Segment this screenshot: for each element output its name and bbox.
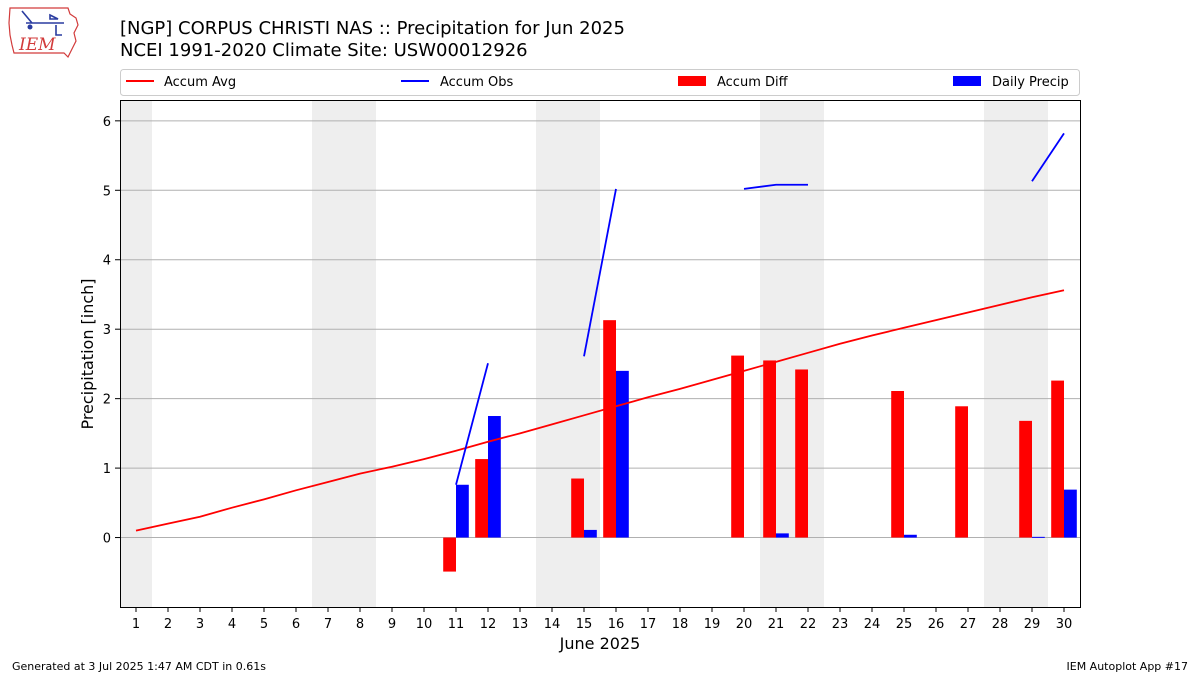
x-tick-label-22: 22: [800, 617, 817, 632]
x-tick-label-18: 18: [672, 617, 689, 632]
legend-item-accum-avg: Accum Avg: [126, 75, 236, 90]
accum-diff-bar-day-30: [1051, 380, 1064, 538]
x-tick-label-6: 6: [292, 617, 300, 632]
accum-diff-bar-day-27: [955, 406, 968, 538]
x-tick-label-1: 1: [132, 617, 140, 632]
accum-diff-bar-day-29: [1019, 420, 1032, 538]
line-marks: [135, 132, 1065, 532]
legend-swatch-accum-diff: [678, 76, 706, 86]
weekend-band-day-8: [344, 100, 376, 607]
accum-diff-bar-day-16: [603, 320, 616, 538]
x-tick-label-12: 12: [480, 617, 497, 632]
x-tick-label-2: 2: [164, 617, 172, 632]
accum-obs-line-segment-4: [1031, 132, 1065, 182]
legend-item-daily-precip: Daily Precip: [953, 75, 1069, 90]
x-tick-label-14: 14: [544, 617, 561, 632]
iowa-outline-shape: [8, 7, 79, 59]
legend-item-accum-diff: Accum Diff: [678, 75, 789, 90]
daily-precip-bar-day-12: [488, 416, 501, 538]
daily-precip-bar-day-21: [776, 533, 789, 538]
accum-diff-bar-day-25: [891, 391, 904, 538]
x-axis-label: June 2025: [559, 634, 641, 653]
x-tick-label-7: 7: [324, 617, 332, 632]
accum-diff-bar-day-20: [731, 355, 744, 538]
legend-swatch-daily-precip: [953, 76, 981, 86]
x-tick-label-10: 10: [416, 617, 433, 632]
x-tick-label-4: 4: [228, 617, 236, 632]
legend-label-accum-avg: Accum Avg: [164, 75, 236, 90]
generated-timestamp: Generated at 3 Jul 2025 1:47 AM CDT in 0…: [12, 660, 266, 673]
rain-gauge-icon: [27, 24, 33, 30]
accum-diff-bar-day-22: [795, 369, 808, 538]
y-tick-label-1: 1: [103, 462, 111, 477]
x-tick-label-9: 9: [388, 617, 396, 632]
y-tick-label-6: 6: [103, 115, 111, 130]
accum-diff-bar-day-11: [443, 537, 456, 572]
grid-lines: [120, 120, 1080, 469]
x-tick-label-13: 13: [512, 617, 529, 632]
y-tick-label-3: 3: [103, 323, 111, 338]
plot-frame: [120, 100, 1081, 608]
x-tick-label-23: 23: [832, 617, 849, 632]
iem-logo-text: IEM: [18, 35, 56, 55]
x-tick-label-11: 11: [448, 617, 465, 632]
x-tick-label-16: 16: [608, 617, 625, 632]
x-tick-label-19: 19: [704, 617, 721, 632]
accum-obs-line-segment-1: [455, 362, 489, 485]
weekend-band-day-1: [120, 100, 152, 607]
x-tick-label-3: 3: [196, 617, 204, 632]
chart-subtitle: NCEI 1991-2020 Climate Site: USW00012926: [120, 40, 528, 61]
legend-label-daily-precip: Daily Precip: [992, 75, 1069, 90]
y-axis: 0 1 2 3 4 5 6: [103, 115, 120, 547]
daily-precip-bar-day-29: [1032, 536, 1045, 538]
x-tick-label-28: 28: [992, 617, 1009, 632]
y-tick-label-5: 5: [103, 184, 111, 199]
x-tick-label-24: 24: [864, 617, 881, 632]
x-tick-label-21: 21: [768, 617, 785, 632]
daily-precip-bar-day-15: [584, 529, 597, 538]
legend-item-accum-obs: Accum Obs: [401, 75, 513, 90]
weekend-band-day-7: [312, 100, 344, 607]
chart-title: [NGP] CORPUS CHRISTI NAS :: Precipitatio…: [120, 18, 625, 39]
accum-diff-bar-day-21: [763, 360, 776, 538]
accum-avg-line: [135, 289, 1065, 532]
weather-station-icon: [21, 10, 64, 36]
x-tick-label-20: 20: [736, 617, 753, 632]
y-tick-label-2: 2: [103, 393, 111, 408]
app-credit: IEM Autoplot App #17: [1066, 660, 1189, 673]
legend: Accum Avg Accum Obs Accum Diff Daily Pre…: [120, 69, 1080, 96]
x-axis: 1 2 3 4 5 6 7 8 9 10 11 12 13 14 15 16 17 18 19 20 21 22 23 24 2…: [132, 607, 1072, 632]
y-tick-label-0: 0: [103, 532, 111, 547]
y-tick-label-4: 4: [103, 254, 111, 269]
x-tick-label-26: 26: [928, 617, 945, 632]
accum-diff-bar-day-15: [571, 478, 584, 538]
bar-marks: [443, 320, 1077, 572]
weekend-band-day-14: [536, 100, 568, 607]
weekend-band-day-28: [984, 100, 1016, 607]
x-tick-label-25: 25: [896, 617, 913, 632]
y-axis-label: Precipitation [inch]: [78, 278, 97, 429]
x-tick-label-8: 8: [356, 617, 364, 632]
legend-label-accum-obs: Accum Obs: [440, 75, 513, 90]
x-tick-label-30: 30: [1056, 617, 1073, 632]
daily-precip-bar-day-16: [616, 370, 629, 538]
x-tick-label-29: 29: [1024, 617, 1041, 632]
daily-precip-bar-day-25: [904, 534, 917, 538]
accum-obs-line-segment-3: [743, 183, 808, 190]
x-tick-label-27: 27: [960, 617, 977, 632]
accum-diff-bar-day-12: [475, 459, 488, 538]
legend-box: [120, 69, 1080, 96]
x-tick-label-5: 5: [260, 617, 268, 632]
daily-precip-bar-day-11: [456, 484, 469, 538]
x-tick-label-17: 17: [640, 617, 657, 632]
accum-obs-line-segment-2: [583, 188, 617, 357]
legend-label-accum-diff: Accum Diff: [717, 75, 789, 90]
x-tick-label-15: 15: [576, 617, 593, 632]
iem-logo: IEM: [8, 7, 79, 59]
daily-precip-bar-day-30: [1064, 489, 1077, 538]
